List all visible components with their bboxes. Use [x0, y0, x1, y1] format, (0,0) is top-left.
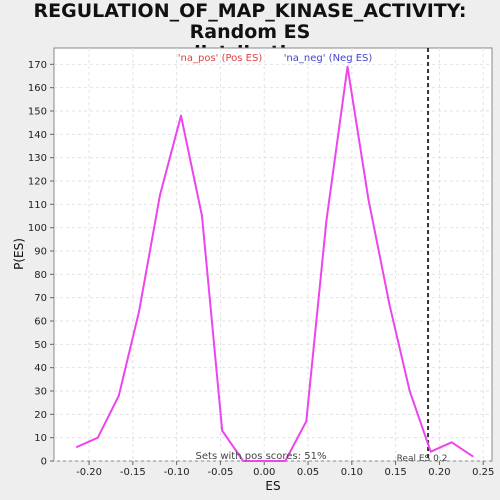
data-point [325, 219, 328, 222]
grid [54, 48, 492, 462]
x-tick-label: 0.25 [472, 467, 494, 478]
x-tick-label: 0.10 [341, 467, 363, 478]
y-tick-label: 130 [28, 153, 47, 164]
y-tick-label: 110 [28, 200, 47, 211]
legend-pos: 'na_pos' (Pos ES) [178, 53, 263, 64]
y-tick-label: 50 [34, 340, 47, 351]
y-tick-label: 100 [28, 223, 47, 234]
y-tick-label: 70 [34, 293, 47, 304]
legend-neg: 'na_neg' (Neg ES) [284, 53, 373, 64]
x-tick-label: -0.20 [76, 467, 102, 478]
data-point [284, 460, 287, 462]
x-tick-label: 0.15 [385, 467, 407, 478]
x-tick-label: -0.10 [164, 467, 190, 478]
plot-area [53, 47, 493, 462]
y-tick-label: 80 [34, 270, 47, 281]
y-tick-label: 150 [28, 107, 47, 118]
data-point [221, 429, 224, 432]
y-tick-label: 90 [34, 247, 47, 258]
x-tick-label: -0.15 [120, 467, 146, 478]
chart-title-line1: REGULATION_OF_MAP_KINASE_ACTIVITY: Rando… [33, 0, 467, 43]
data-point [138, 310, 140, 313]
x-tick-label: 0.05 [297, 467, 319, 478]
data-point [305, 420, 308, 423]
data-point [429, 450, 432, 453]
real-es-label: Real ES 0.2 [397, 454, 448, 464]
x-tick-label: -0.05 [208, 467, 234, 478]
data-point [471, 455, 474, 458]
y-tick-label: 140 [28, 130, 47, 141]
data-point [96, 436, 99, 439]
y-tick-label: 30 [34, 387, 47, 398]
y-tick-label: 10 [34, 433, 47, 444]
axes: 0 10 20 30 40 50 60 70 80 90 100 110 120 130 140 150 160… [28, 60, 494, 478]
data-point [388, 303, 391, 306]
y-tick-label: 160 [28, 83, 47, 94]
data-point [408, 390, 411, 392]
data-point [346, 65, 349, 68]
x-axis-label: ES [265, 479, 280, 493]
data-point [367, 198, 370, 201]
y-tick-label: 170 [28, 60, 47, 71]
es-distribution-line [76, 65, 474, 462]
data-point [242, 460, 245, 462]
data-point [201, 215, 203, 217]
pos-scores-label: Sets with pos scores: 51% [196, 451, 327, 462]
y-tick-label: 40 [34, 363, 47, 374]
data-point [117, 394, 120, 397]
data-point [75, 446, 78, 448]
y-tick-label: 120 [28, 177, 47, 188]
data-point [450, 441, 453, 444]
y-tick-label: 20 [34, 410, 47, 421]
data-point [180, 114, 182, 117]
y-axis-label: P(ES) [12, 238, 26, 270]
data-point [263, 460, 266, 462]
y-tick-label: 60 [34, 317, 47, 328]
x-tick-label: 0.00 [253, 467, 275, 478]
y-tick-label: 0 [41, 457, 47, 468]
marks [75, 48, 474, 462]
x-tick-label: 0.20 [428, 467, 450, 478]
data-point [159, 194, 161, 196]
